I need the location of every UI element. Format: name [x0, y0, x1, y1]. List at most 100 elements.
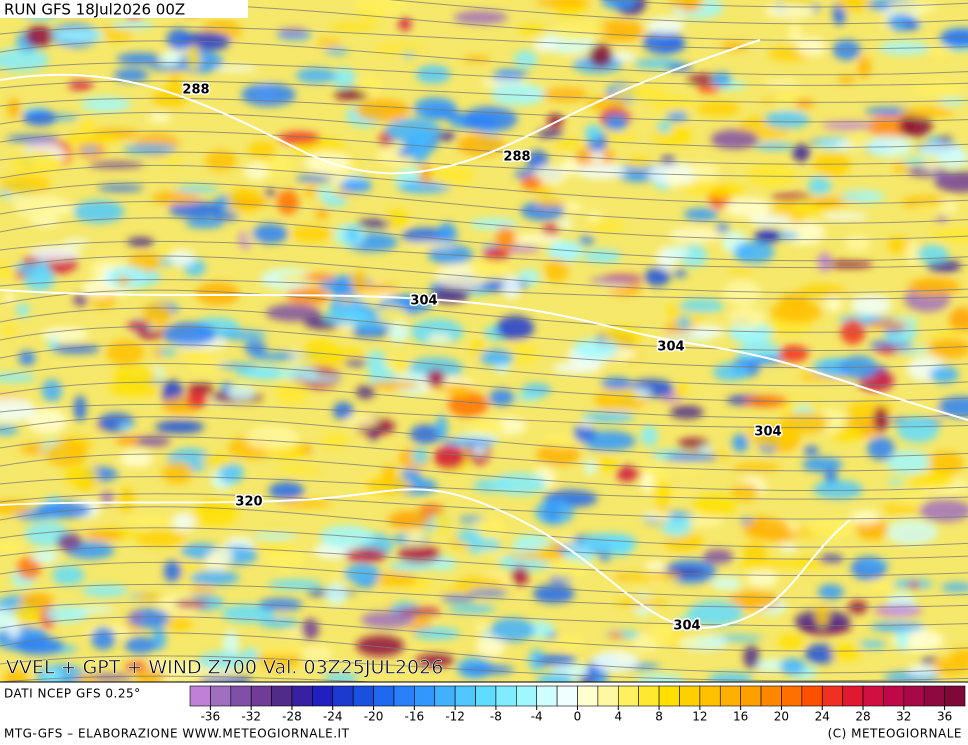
- vvel-blob: [456, 133, 506, 157]
- vvel-blob: [356, 76, 383, 94]
- vvel-blob: [447, 604, 496, 614]
- vvel-blob: [127, 237, 155, 248]
- vvel-blob: [913, 203, 957, 211]
- colorbar-tick-label: -24: [323, 710, 343, 724]
- vvel-blob: [536, 654, 577, 666]
- vvel-blob: [907, 277, 961, 297]
- vvel-blob: [581, 533, 638, 553]
- vvel-blob: [35, 258, 50, 283]
- vvel-blob: [601, 0, 637, 10]
- vvel-blob: [222, 630, 240, 656]
- vvel-blob: [118, 423, 133, 430]
- vvel-blob: [892, 162, 909, 173]
- contour-line: [0, 488, 851, 629]
- vvel-blob: [323, 672, 359, 682]
- colorbar-swatch: [760, 685, 782, 707]
- vvel-blob: [666, 109, 688, 122]
- vvel-blob: [535, 200, 566, 208]
- vvel-blob: [511, 233, 563, 245]
- vvel-blob: [640, 472, 655, 493]
- vvel-blob: [657, 121, 672, 133]
- colorbar-swatch: [189, 685, 211, 707]
- vvel-blob: [844, 234, 871, 252]
- vvel-blob: [418, 503, 445, 516]
- vvel-blob: [846, 133, 867, 147]
- vvel-blob: [14, 263, 39, 273]
- run-title: RUN GFS 18Jul2026 00Z: [4, 1, 185, 19]
- colorbar-tick-label: -20: [364, 710, 384, 724]
- vvel-blob: [919, 499, 968, 523]
- vvel-blob: [123, 144, 178, 155]
- colorbar-tick-label: -28: [282, 710, 302, 724]
- vvel-blob: [513, 50, 538, 69]
- vvel-blob: [3, 293, 16, 303]
- vvel-blob: [411, 447, 429, 465]
- vvel-blob: [764, 3, 816, 19]
- vvel-blob: [808, 517, 856, 539]
- streamline: [0, 583, 968, 609]
- vvel-blob: [797, 37, 826, 57]
- vvel-blob: [690, 161, 720, 182]
- vvel-blob: [922, 163, 941, 171]
- vvel-blob: [665, 170, 684, 188]
- vvel-blob: [511, 566, 530, 586]
- vvel-blob: [168, 249, 196, 267]
- vvel-blob: [770, 193, 812, 201]
- vvel-blob: [81, 146, 100, 154]
- streamline: [0, 416, 968, 458]
- vvel-blob: [729, 269, 754, 276]
- vvel-blob: [477, 549, 506, 559]
- vvel-blob: [916, 244, 949, 264]
- vvel-blob: [496, 315, 535, 341]
- vvel-blob: [703, 549, 734, 564]
- vvel-blob: [112, 366, 159, 385]
- colorbar-swatch: [393, 685, 415, 707]
- vvel-blob: [887, 236, 910, 254]
- vvel-blob: [214, 65, 258, 72]
- vvel-blob: [615, 465, 641, 483]
- vvel-blob: [73, 395, 87, 422]
- colorbar-swatch: [903, 685, 925, 707]
- colorbar-swatch: [373, 685, 395, 707]
- contour-label: 288: [503, 150, 530, 165]
- vvel-blob: [14, 194, 70, 220]
- vvel-blob: [730, 483, 760, 502]
- vvel-blob: [840, 190, 885, 203]
- streamline: [0, 182, 968, 224]
- vvel-blob: [162, 322, 217, 346]
- vvel-blob: [822, 121, 874, 130]
- colorbar-tick-label: 8: [655, 710, 663, 724]
- vvel-blob: [824, 296, 843, 312]
- streamline: [0, 363, 968, 403]
- vvel-blob: [316, 38, 342, 48]
- vvel-blob: [213, 212, 240, 221]
- vvel-blob: [857, 55, 871, 79]
- vvel-blob: [295, 67, 337, 84]
- vvel-blob: [588, 219, 625, 233]
- vvel-blob: [588, 43, 613, 68]
- vvel-blob: [405, 241, 456, 249]
- vvel-blob: [302, 645, 333, 662]
- vvel-blob: [802, 457, 843, 473]
- vvel-blob: [435, 414, 448, 441]
- vvel-blob: [426, 369, 446, 388]
- vvel-blob: [189, 570, 240, 586]
- vvel-blob: [396, 607, 441, 616]
- vvel-blob: [127, 320, 150, 332]
- vvel-blob: [537, 129, 564, 139]
- streamline: [0, 164, 968, 205]
- vvel-blob: [803, 445, 819, 456]
- vvel-blob: [817, 584, 844, 600]
- vvel-blob: [773, 90, 814, 116]
- vvel-blob: [715, 223, 730, 233]
- vvel-blob: [624, 156, 654, 169]
- streamline: [0, 112, 968, 149]
- colorbar-swatch: [862, 685, 884, 707]
- vvel-blob: [817, 252, 832, 272]
- vvel-blob: [750, 355, 785, 364]
- vvel-blob: [265, 304, 321, 322]
- vvel-blob: [823, 260, 873, 269]
- vvel-blob: [698, 445, 713, 454]
- vvel-blob: [929, 227, 968, 243]
- vvel-blob: [456, 528, 482, 544]
